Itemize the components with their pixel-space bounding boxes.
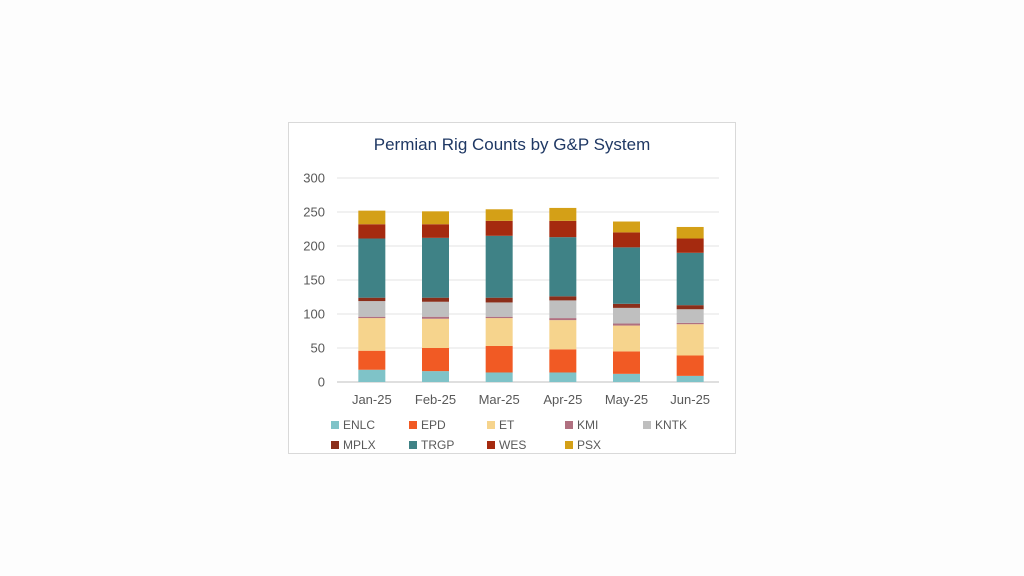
- legend-label: PSX: [577, 438, 601, 452]
- legend-swatch: [643, 421, 651, 429]
- y-tick-label: 300: [303, 171, 325, 186]
- legend-swatch: [331, 441, 339, 449]
- y-tick-label: 100: [303, 307, 325, 322]
- bar-segment-trgp: [549, 237, 577, 297]
- bar-segment-kntk: [549, 300, 577, 319]
- bar-segment-et: [422, 318, 449, 348]
- bar-segment-et: [613, 325, 640, 352]
- legend-label: TRGP: [421, 438, 454, 452]
- bar-segment-et: [676, 324, 704, 356]
- legend-label: ET: [499, 418, 515, 432]
- y-tick-label: 200: [303, 239, 325, 254]
- bar-segment-epd: [485, 345, 513, 373]
- bar-segment-kmi: [676, 322, 704, 325]
- bar-segment-wes: [358, 224, 386, 239]
- bar-segment-psx: [613, 221, 640, 233]
- bar-segment-enlc: [485, 372, 513, 382]
- legend-label: KMI: [577, 418, 598, 432]
- y-tick-label: 50: [311, 341, 325, 356]
- stacked-bar-chart: 0 50 100 150 200 250 300 Jan-25 Feb-25 Mar-25 Apr-…: [303, 171, 719, 452]
- bar-segment-enlc: [358, 369, 386, 382]
- bar-segment-trgp: [358, 238, 386, 298]
- x-tick-label: Jun-25: [670, 392, 710, 407]
- bar-segment-trgp: [676, 252, 704, 306]
- legend-swatch: [565, 441, 573, 449]
- bar-segment-kmi: [358, 316, 386, 319]
- bar-segment-psx: [676, 226, 704, 239]
- bar-segment-psx: [485, 209, 513, 221]
- bar-segment-psx: [549, 207, 577, 221]
- y-tick-label: 250: [303, 205, 325, 220]
- legend-swatch: [487, 441, 495, 449]
- bar-segment-mplx: [358, 297, 386, 302]
- legend-label: KNTK: [655, 418, 687, 432]
- bar-segment-kntk: [358, 301, 386, 317]
- bar-segment-kmi: [422, 316, 449, 319]
- x-tick-label: Apr-25: [543, 392, 582, 407]
- bar-segment-psx: [358, 210, 386, 225]
- bar-segment-epd: [422, 348, 449, 372]
- bar-segment-mplx: [613, 303, 640, 308]
- bar-segment-mplx: [676, 305, 704, 310]
- bar-segment-trgp: [613, 247, 640, 304]
- bar-segment-epd: [613, 351, 640, 374]
- bar-segment-et: [549, 320, 577, 350]
- legend-swatch: [331, 421, 339, 429]
- bar-segment-enlc: [613, 373, 640, 382]
- legend-swatch: [487, 421, 495, 429]
- bar-segment-kntk: [613, 307, 640, 324]
- bar-segment-et: [485, 318, 513, 346]
- legend-swatch: [409, 441, 417, 449]
- bar-segment-kntk: [676, 309, 704, 323]
- x-tick-label: Mar-25: [479, 392, 520, 407]
- legend-label: MPLX: [343, 438, 376, 452]
- legend-swatch: [409, 421, 417, 429]
- bar-segment-wes: [549, 220, 577, 238]
- bar-segment-epd: [358, 350, 386, 370]
- bar-segment-enlc: [676, 375, 704, 382]
- chart-title: Permian Rig Counts by G&P System: [373, 135, 651, 154]
- x-tick-label: Jan-25: [352, 392, 392, 407]
- bar-segment-mplx: [422, 297, 449, 302]
- y-tick-label: 0: [318, 375, 325, 390]
- bar-segment-psx: [422, 211, 449, 225]
- bar-segment-enlc: [422, 371, 449, 382]
- x-tick-label: Feb-25: [415, 392, 456, 407]
- legend-label: EPD: [421, 418, 446, 432]
- bar-segment-kmi: [485, 316, 513, 319]
- legend-label: ENLC: [343, 418, 375, 432]
- bar-segment-kntk: [485, 302, 513, 317]
- bar-segment-kmi: [613, 323, 640, 326]
- bar-segment-epd: [549, 349, 577, 373]
- bar-segment-et: [358, 318, 386, 351]
- y-tick-label: 150: [303, 273, 325, 288]
- bar-segment-enlc: [549, 372, 577, 382]
- bar-segment-wes: [676, 238, 704, 253]
- bar-segment-mplx: [485, 297, 513, 303]
- x-tick-label: May-25: [605, 392, 648, 407]
- chart-card: Permian Rig Counts by G&P System 0 50 100 1…: [288, 122, 736, 454]
- bar-segment-kmi: [549, 318, 577, 321]
- bar-segment-epd: [676, 355, 704, 376]
- legend-label: WES: [499, 438, 526, 452]
- bar-segment-mplx: [549, 296, 577, 301]
- legend-swatch: [565, 421, 573, 429]
- bar-segment-kntk: [422, 301, 449, 317]
- bar-segment-trgp: [422, 237, 449, 298]
- bar-segment-wes: [613, 232, 640, 248]
- bar-segment-wes: [422, 224, 449, 238]
- bar-segment-trgp: [485, 235, 513, 298]
- bar-segment-wes: [485, 220, 513, 236]
